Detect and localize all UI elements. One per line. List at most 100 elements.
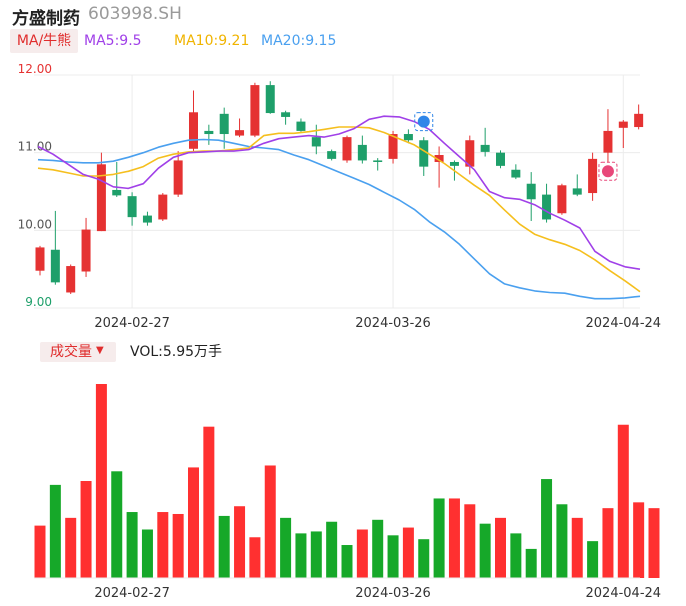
volume-bar	[141, 529, 153, 578]
candle-body	[588, 158, 598, 194]
volume-bar	[571, 517, 583, 578]
candle-body	[496, 152, 505, 166]
volume-bar	[448, 498, 460, 578]
volume-bar	[556, 504, 568, 578]
price-axis-label: 9.00	[25, 295, 52, 309]
candle-body	[603, 130, 613, 153]
volume-bar	[34, 525, 46, 578]
candle-body	[419, 140, 429, 167]
candle-body	[265, 85, 275, 114]
candle-body	[542, 194, 552, 220]
candle-body	[296, 121, 306, 131]
candle-body	[618, 121, 628, 128]
volume-bar	[356, 529, 368, 578]
ma5-line	[37, 115, 641, 270]
volume-bar	[617, 424, 629, 578]
volume-bar	[80, 481, 92, 578]
candle-body	[403, 134, 413, 141]
bear-marker-icon-frame	[414, 112, 434, 132]
volume-bar	[464, 504, 476, 578]
price-axis-label: 10.00	[18, 217, 52, 231]
candle-body	[327, 151, 337, 159]
candle-body	[357, 144, 367, 161]
date-axis-label: 2024-02-27	[94, 316, 170, 331]
candle-body	[388, 134, 398, 159]
volume-bar	[126, 512, 138, 578]
candle-body	[342, 137, 352, 161]
candle-body	[449, 161, 459, 166]
volume-bar	[510, 533, 522, 578]
candle-body	[572, 188, 582, 195]
volume-indicator-selector[interactable]: 成交量 ▼	[40, 342, 116, 362]
volume-value: VOL:5.95万手	[130, 344, 223, 360]
bull-marker-icon	[601, 165, 614, 178]
date-axis-label: 2024-04-24	[586, 316, 662, 331]
candle-body	[250, 85, 260, 136]
stock-name: 方盛制药	[12, 9, 80, 29]
volume-date-label: 2024-04-24	[586, 586, 662, 601]
price-axis-label: 12.00	[18, 62, 52, 76]
volume-bar	[249, 537, 261, 578]
candle-body	[127, 196, 137, 218]
candle-body	[434, 154, 444, 162]
volume-bar	[188, 467, 199, 578]
candle-body	[480, 144, 490, 152]
chevron-down-icon: ▼	[96, 345, 104, 356]
ma20-value: MA20:9.15	[261, 33, 337, 49]
volume-bar	[49, 484, 61, 578]
volume-date-label: 2024-02-27	[94, 586, 170, 601]
volume-bar	[433, 498, 445, 578]
volume-bar	[95, 384, 107, 578]
candle-body	[235, 130, 245, 136]
volume-bar	[234, 506, 246, 578]
candle-body	[526, 183, 536, 200]
volume-bar	[264, 465, 276, 578]
volume-bar	[372, 519, 384, 578]
candle-body	[96, 164, 106, 232]
volume-bar	[203, 426, 215, 578]
ma10-line	[37, 126, 641, 293]
volume-bar	[157, 512, 169, 578]
candle-body	[204, 130, 214, 135]
volume-bar	[341, 545, 353, 578]
volume-bar	[65, 517, 77, 578]
candle-body	[142, 215, 152, 223]
volume-bar	[587, 541, 599, 578]
volume-bar	[172, 513, 184, 578]
candle-body	[50, 249, 60, 283]
volume-bar	[418, 539, 430, 578]
ma-indicator-selector[interactable]: MA/牛熊	[10, 29, 78, 53]
volume-bar	[402, 527, 414, 578]
candle-body	[112, 189, 122, 196]
volume-bar	[111, 471, 123, 578]
volume-bar	[387, 535, 399, 578]
stock-code: 603998.SH	[88, 4, 182, 24]
volume-bar	[633, 502, 645, 578]
bull-marker-icon-frame	[598, 161, 618, 181]
volume-bar	[479, 523, 491, 578]
ma10-value: MA10:9.21	[174, 33, 250, 49]
candle-body	[557, 185, 567, 214]
volume-bar	[310, 531, 322, 578]
volume-bar	[495, 517, 506, 578]
candle-body	[219, 113, 229, 135]
candle-body	[35, 247, 45, 271]
candle-body	[189, 112, 198, 149]
volume-bar	[295, 533, 307, 578]
ma5-value: MA5:9.5	[84, 33, 142, 49]
bear-marker-icon	[417, 115, 430, 128]
candle-body	[158, 194, 168, 220]
ma20-line	[37, 138, 641, 300]
candle-body	[511, 169, 521, 178]
volume-bar	[525, 548, 537, 578]
volume-tag-label: 成交量	[50, 344, 92, 360]
volume-bar	[648, 508, 660, 578]
candle-body	[634, 113, 644, 128]
volume-bar	[326, 521, 338, 578]
volume-bar	[218, 515, 230, 578]
candle-body	[66, 266, 76, 293]
candle-body	[81, 229, 91, 272]
candle-body	[373, 160, 383, 162]
candle-body	[173, 160, 183, 195]
